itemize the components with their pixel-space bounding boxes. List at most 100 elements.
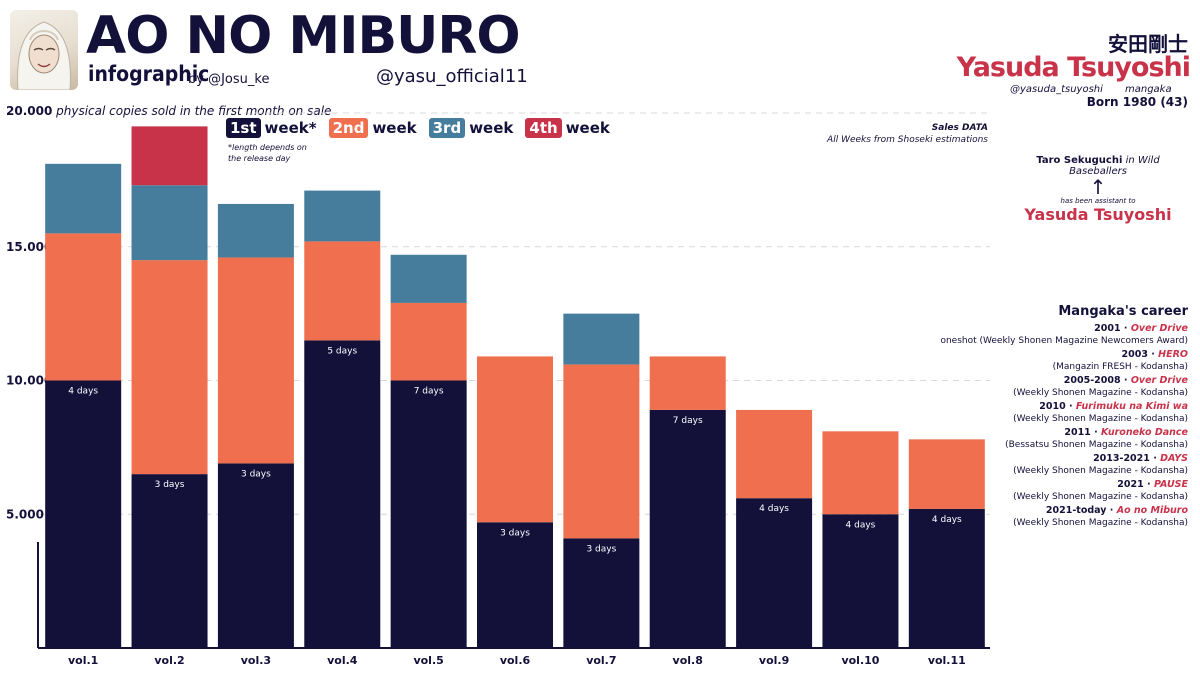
career-detail: (Bessatsu Shonen Magazine - Kodansha) bbox=[1005, 440, 1188, 450]
legend-item: 1st week* bbox=[226, 118, 317, 138]
bar-segment bbox=[908, 439, 985, 509]
x-tick-label: vol.10 bbox=[841, 654, 879, 667]
assistant-name: Taro Sekuguchi bbox=[1036, 155, 1123, 166]
bar-segment bbox=[477, 522, 553, 648]
bar-segment bbox=[131, 185, 208, 261]
y-tick-label: 15.000 bbox=[6, 240, 52, 254]
credit-byline: by @Josu_ke bbox=[188, 72, 270, 87]
assistant-work: in Wild Baseballers bbox=[1069, 155, 1160, 177]
career-entry-heading: 2021-today · Ao no Miburo bbox=[940, 504, 1188, 517]
career-detail: (Weekly Shonen Magazine - Kodansha) bbox=[1013, 518, 1188, 528]
author-name: Yasuda Tsuyoshi bbox=[956, 52, 1191, 83]
bar-segment bbox=[304, 190, 381, 242]
legend-item: 4th week bbox=[525, 118, 610, 138]
bar-segment bbox=[563, 538, 640, 648]
career-work: HERO bbox=[1158, 349, 1188, 360]
legend-label: week bbox=[565, 119, 610, 137]
career-work: Over Drive bbox=[1130, 323, 1188, 334]
career-detail: (Mangazin FRESH - Kodansha) bbox=[1052, 362, 1188, 372]
y-axis-top-value: 20.000 bbox=[6, 104, 53, 118]
bar-day-label: 3 days bbox=[155, 480, 185, 490]
career-years: 2013-2021 · bbox=[1093, 453, 1161, 464]
bar-day-label: 3 days bbox=[586, 544, 616, 554]
career-entry-heading: 2010 · Furimuku na Kimi wa bbox=[940, 400, 1188, 413]
page-title: AO NO MIBURO bbox=[86, 6, 521, 66]
bar-segment bbox=[822, 514, 899, 648]
bar-segment bbox=[649, 409, 726, 648]
y-axis-caption: physical copies sold in the first month … bbox=[56, 104, 332, 118]
career-work: PAUSE bbox=[1153, 479, 1188, 490]
author-name-japanese: 安田剛士 bbox=[1108, 32, 1188, 56]
bar-day-label: 7 days bbox=[673, 416, 703, 426]
chart-legend: 1st week* 2nd week 3rd week 4th week bbox=[226, 118, 610, 138]
assistant-line: Taro Sekuguchi in Wild Baseballers bbox=[1008, 155, 1188, 177]
assistant-connector: has been assistant to bbox=[1060, 197, 1136, 205]
legend-footnote: *length depends on the release day bbox=[228, 142, 307, 164]
bar-day-label: 7 days bbox=[414, 387, 444, 397]
bar-segment bbox=[304, 241, 381, 341]
career-years: 2011 · bbox=[1064, 427, 1102, 438]
x-tick-label: vol.11 bbox=[928, 654, 966, 667]
career-work: Kuroneko Dance bbox=[1101, 427, 1188, 438]
assistant-master-name: Yasuda Tsuyoshi bbox=[1024, 205, 1172, 224]
legend-label: week bbox=[372, 119, 417, 137]
career-years: 2021-today · bbox=[1045, 505, 1117, 516]
career-work: Ao no Miburo bbox=[1116, 505, 1188, 516]
bar-segment bbox=[390, 254, 467, 303]
legend-chip: 2nd bbox=[328, 118, 369, 138]
legend-item: 2nd week bbox=[328, 118, 417, 138]
y-tick-label: 10.000 bbox=[6, 374, 52, 388]
career-years: 2003 · bbox=[1121, 349, 1159, 360]
bar-segment bbox=[390, 380, 467, 648]
bar-day-label: 4 days bbox=[932, 515, 962, 525]
career-detail: (Weekly Shonen Magazine - Kodansha) bbox=[1013, 492, 1188, 502]
bar-segment bbox=[822, 431, 899, 515]
bar-segment bbox=[736, 409, 813, 499]
bar-segment bbox=[477, 356, 553, 523]
sales-data-label: Sales DATA bbox=[931, 123, 988, 133]
bar-day-label: 3 days bbox=[500, 528, 530, 538]
bar-segment bbox=[131, 474, 208, 648]
x-tick-label: vol.9 bbox=[759, 654, 789, 667]
career-work: Furimuku na Kimi wa bbox=[1075, 401, 1188, 412]
career-entry-heading: 2021 · PAUSE bbox=[940, 478, 1188, 491]
x-tick-label: vol.5 bbox=[413, 654, 443, 667]
career-entry-heading: 2001 · Over Drive bbox=[940, 322, 1188, 335]
page-subtitle: infographic bbox=[88, 62, 210, 86]
y-axis-title: 20.000 physical copies sold in the first… bbox=[6, 104, 331, 118]
sales-data-source: All Weeks from Shoseki estimations bbox=[827, 135, 988, 145]
career-entry-heading: 2011 · Kuroneko Dance bbox=[940, 426, 1188, 439]
bar-segment bbox=[217, 257, 294, 464]
legend-label: week* bbox=[264, 119, 317, 137]
career-entry-heading: 2013-2021 · DAYS bbox=[940, 452, 1188, 465]
bar-segment bbox=[563, 364, 640, 539]
career-entry-heading: 2003 · HERO bbox=[940, 348, 1188, 361]
x-tick-label: vol.6 bbox=[500, 654, 531, 667]
legend-chip: 3rd bbox=[428, 118, 466, 138]
career-work: DAYS bbox=[1160, 453, 1188, 464]
bar-day-label: 4 days bbox=[759, 504, 789, 514]
career-years: 2021 · bbox=[1117, 479, 1154, 490]
legend-footnote-line2: the release day bbox=[228, 154, 291, 163]
bar-day-label: 4 days bbox=[68, 387, 98, 397]
x-tick-label: vol.7 bbox=[586, 654, 616, 667]
bar-day-label: 5 days bbox=[327, 346, 357, 356]
arrow-up-icon: ↑ bbox=[1089, 175, 1107, 199]
author-handle: @yasuda_tsuyoshi bbox=[1010, 84, 1103, 95]
career-entry-heading: 2005-2008 · Over Drive bbox=[940, 374, 1188, 387]
legend-chip: 1st bbox=[226, 118, 261, 138]
career-detail: (Weekly Shonen Magazine - Kodansha) bbox=[1013, 388, 1188, 398]
bar-segment bbox=[217, 203, 294, 258]
bar-segment bbox=[908, 508, 985, 648]
bar-segment bbox=[131, 126, 208, 186]
character-portrait bbox=[10, 10, 78, 90]
career-detail: (Weekly Shonen Magazine - Kodansha) bbox=[1013, 414, 1188, 424]
bar-segment bbox=[563, 313, 640, 365]
legend-item: 3rd week bbox=[428, 118, 513, 138]
career-years: 2010 · bbox=[1039, 401, 1076, 412]
career-detail: (Weekly Shonen Magazine - Kodansha) bbox=[1013, 466, 1188, 476]
x-tick-label: vol.3 bbox=[241, 654, 271, 667]
bar-segment bbox=[45, 233, 122, 381]
x-tick-label: vol.2 bbox=[154, 654, 184, 667]
